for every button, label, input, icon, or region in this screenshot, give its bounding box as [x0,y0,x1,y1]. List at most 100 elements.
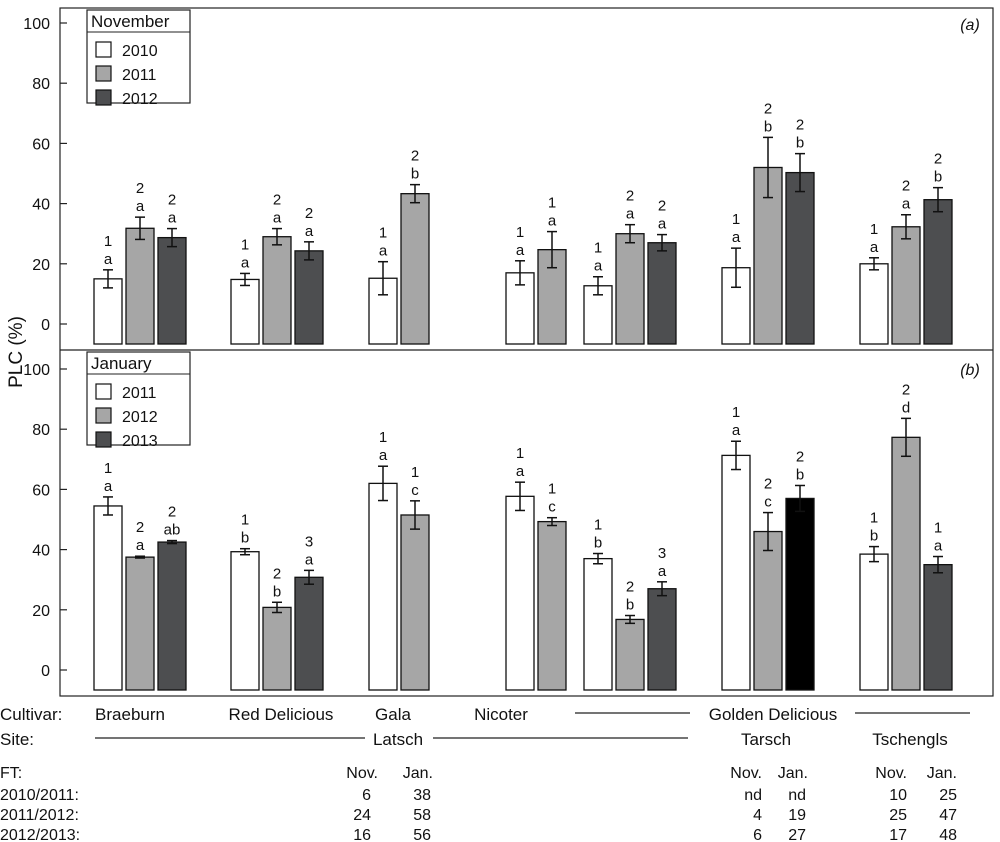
significance-letter: a [594,258,603,275]
ft-row-period: 2011/2012: [0,807,79,824]
legend-label: 2010 [122,43,158,60]
significance-letter: a [241,254,250,271]
bar [721,454,751,691]
bar [583,557,613,691]
bar [923,199,953,345]
significance-number: 2 [305,205,313,222]
significance-number: 1 [104,233,112,250]
significance-letter: b [764,118,772,135]
bar [923,564,953,691]
ft-header-tschengls-nov: Nov. [875,765,907,782]
bar [368,277,398,345]
significance-letter: b [796,135,804,152]
y-tick-label: 20 [32,603,50,620]
significance-number: 2 [136,180,144,197]
significance-letter: a [136,537,145,554]
significance-number: 2 [796,448,804,465]
bar [647,588,677,691]
significance-number: 2 [273,565,281,582]
legend-swatch [95,89,112,106]
significance-number: 2 [136,519,144,536]
ft-header-tarsch-jan: Jan. [778,765,808,782]
significance-number: 2 [658,198,666,215]
cultivar-label: Cultivar: [0,705,62,724]
significance-letter: c [548,499,556,516]
legend-title: January [91,354,152,373]
significance-letter: a [732,229,741,246]
ft-cell: 38 [413,787,431,804]
ft-cell: 56 [413,827,431,842]
ft-cell: 24 [353,807,371,824]
significance-letter: c [411,482,419,499]
significance-number: 2 [902,381,910,398]
y-tick-label: 40 [32,197,50,214]
site-label: Site: [0,730,34,749]
bar [368,482,398,691]
significance-letter: b [626,597,634,614]
significance-number: 3 [305,533,313,550]
significance-number: 1 [548,481,556,498]
ft-row-period: 2012/2013: [0,827,80,842]
legend-swatch [95,383,112,400]
significance-letter: b [241,530,249,547]
cultivar-golden-delicious: Golden Delicious [709,705,838,724]
y-tick-label: 100 [23,362,50,379]
legend-swatch [95,41,112,58]
significance-letter: a [934,538,943,555]
significance-letter: a [548,213,557,230]
bar [125,556,155,691]
cultivar-red-delicious: Red Delicious [229,705,334,724]
ft-cell: 10 [889,787,907,804]
bar [615,233,645,345]
bar [859,263,889,345]
significance-number: 2 [626,188,634,205]
site-tschengls: Tschengls [872,730,948,749]
y-tick-label: 60 [32,482,50,499]
legend-january: January 2011 2012 2013 [86,351,191,450]
significance-number: 1 [379,429,387,446]
bar [859,553,889,691]
significance-letter: a [658,563,667,580]
legend-label: 2011 [122,385,157,402]
bar [93,278,123,345]
significance-letter: d [902,399,910,416]
significance-letter: b [273,583,281,600]
bar [505,495,535,691]
significance-letter: a [902,196,911,213]
ft-cell: nd [744,787,762,804]
significance-number: 2 [764,476,772,493]
significance-number: 3 [658,545,666,562]
significance-number: 1 [732,404,740,421]
ft-cell: 47 [939,807,957,824]
y-tick-label: 0 [41,663,50,680]
significance-number: 2 [411,148,419,165]
ft-row-period: 2010/2011: [0,787,79,804]
ft-cell: 6 [753,827,762,842]
significance-number: 2 [168,192,176,209]
significance-number: 2 [796,117,804,134]
cultivar-gala: Gala [375,705,411,724]
ft-table: FT: Nov. Jan. Nov. Jan. Nov. Jan. 2010/2… [0,765,957,842]
legend-label: 2012 [122,91,158,108]
bar [230,278,260,345]
bar [891,436,921,691]
legend-swatch [95,431,112,448]
bar [262,606,292,691]
significance-letter: a [379,243,388,260]
bar [294,576,324,691]
significance-letter: b [796,466,804,483]
significance-number: 1 [516,445,524,462]
bar [537,249,567,345]
y-tick-label: 80 [32,76,50,93]
bar [891,226,921,345]
bar [93,505,123,691]
significance-letter: a [626,206,635,223]
ft-cell: 48 [939,827,957,842]
significance-letter: a [273,210,282,227]
significance-number: 2 [626,579,634,596]
ft-label: FT: [0,765,22,782]
ft-header-tarsch-nov: Nov. [730,765,762,782]
significance-letter: b [594,535,602,552]
bar [157,236,187,345]
